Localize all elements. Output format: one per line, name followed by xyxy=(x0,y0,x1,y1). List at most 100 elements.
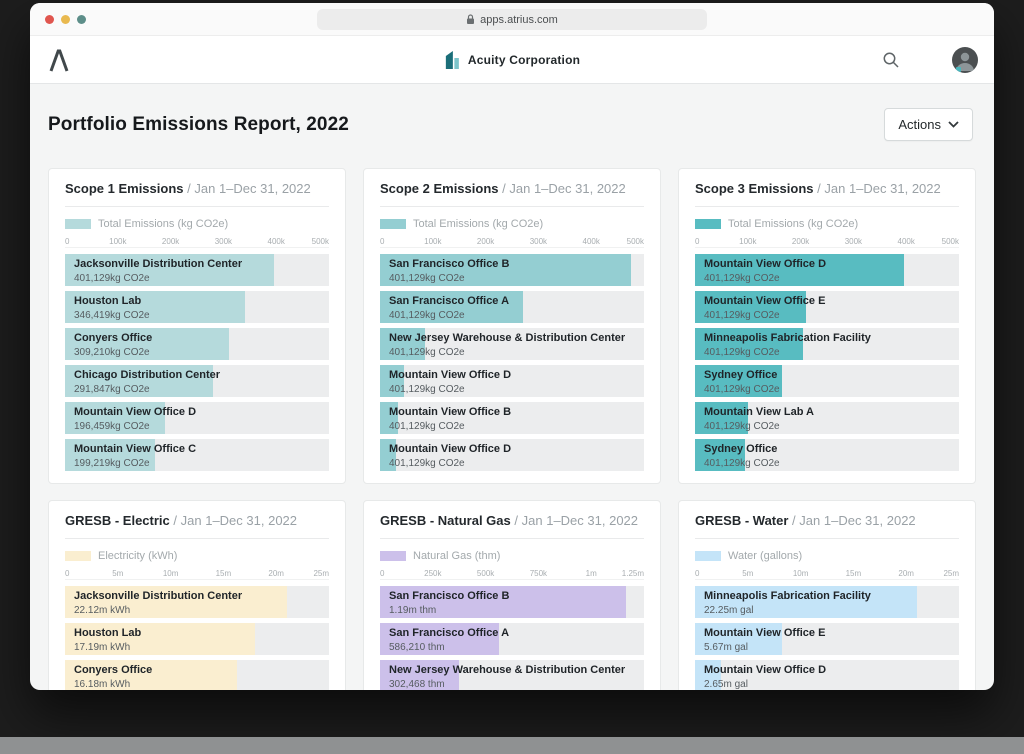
bar-text: San Francisco Office B 1.19m thm xyxy=(389,591,640,616)
acuity-logo-icon xyxy=(444,50,460,70)
bar-row[interactable]: Mountain View Office D 401,129kg CO2e xyxy=(380,439,644,471)
card-title-separator: / xyxy=(173,513,178,528)
search-icon[interactable] xyxy=(882,51,900,69)
bar-value: 17.19m kWh xyxy=(74,642,131,653)
bar-text: Minneapolis Fabrication Facility 22.25m … xyxy=(704,591,955,616)
zoom-window-button[interactable] xyxy=(77,14,86,24)
bar-row[interactable]: Mountain View Office D 2.65m gal xyxy=(695,660,959,690)
actions-button[interactable]: Actions xyxy=(884,108,973,141)
bar-row[interactable]: Mountain View Office B 401,129kg CO2e xyxy=(380,402,644,434)
axis-tick: 300k xyxy=(214,237,233,246)
bar-value: 401,129kg CO2e xyxy=(389,421,465,432)
axis-tick: 300k xyxy=(844,237,863,246)
bar-facility-name: San Francisco Office A xyxy=(389,628,510,639)
bar-facility-name: Minneapolis Fabrication Facility xyxy=(704,591,871,602)
bar-facility-name: Conyers Office xyxy=(74,333,153,344)
bar-value: 401,129kg CO2e xyxy=(389,273,465,284)
card-header: Scope 2 Emissions / Jan 1–Dec 31, 2022 xyxy=(380,181,644,196)
card-title-separator: / xyxy=(187,181,191,196)
card-date-range: Jan 1–Dec 31, 2022 xyxy=(521,513,639,528)
bar-facility-name: San Francisco Office A xyxy=(389,296,510,307)
x-axis: 0 100k 200k 300k 400k 500k xyxy=(380,237,644,248)
card-date-range: Jan 1–Dec 31, 2022 xyxy=(180,513,298,528)
bar-row[interactable]: San Francisco Office A 401,129kg CO2e xyxy=(380,291,644,323)
bar-row[interactable]: Conyers Office 16.18m kWh xyxy=(65,660,329,690)
bar-value: 401,129kg CO2e xyxy=(704,310,780,321)
bar-value: 401,129kg CO2e xyxy=(389,384,465,395)
bar-fill xyxy=(695,623,783,655)
bar-row[interactable]: Mountain View Office E 401,129kg CO2e xyxy=(695,291,959,323)
cards-grid: Scope 1 Emissions / Jan 1–Dec 31, 2022 T… xyxy=(48,168,976,690)
bar-fill xyxy=(695,402,748,434)
minimize-window-button[interactable] xyxy=(61,14,70,24)
legend-label: Total Emissions (kg CO2e) xyxy=(413,218,544,230)
bar-fill xyxy=(65,439,155,471)
bar-value: 586,210 thm xyxy=(389,642,445,653)
card-header: GRESB - Water / Jan 1–Dec 31, 2022 xyxy=(695,513,959,528)
bar-text: Mountain View Office B 401,129kg CO2e xyxy=(389,407,640,432)
bar-row[interactable]: Minneapolis Fabrication Facility 22.25m … xyxy=(695,586,959,618)
bar-value: 309,210kg CO2e xyxy=(74,347,150,358)
bar-facility-name: Mountain View Lab A xyxy=(704,407,815,418)
axis-tick: 250k xyxy=(424,569,442,578)
bar-row[interactable]: Mountain View Office D 196,459kg CO2e xyxy=(65,402,329,434)
bar-row[interactable]: Jacksonville Distribution Center 401,129… xyxy=(65,254,329,286)
axis-tick: 400k xyxy=(582,237,600,246)
card-header: Scope 1 Emissions / Jan 1–Dec 31, 2022 xyxy=(65,181,329,196)
bar-row[interactable]: San Francisco Office A 586,210 thm xyxy=(380,623,644,655)
bar-row[interactable]: New Jersey Warehouse & Distribution Cent… xyxy=(380,328,644,360)
chart-card: GRESB - Natural Gas / Jan 1–Dec 31, 2022… xyxy=(363,500,661,690)
chart-card: GRESB - Electric / Jan 1–Dec 31, 2022 El… xyxy=(48,500,346,690)
bar-value: 199,219kg CO2e xyxy=(74,458,150,469)
bar-value: 401,129kg CO2e xyxy=(389,310,465,321)
chart-card: Scope 2 Emissions / Jan 1–Dec 31, 2022 T… xyxy=(363,168,661,484)
address-bar[interactable]: apps.atrius.com xyxy=(317,9,707,30)
desktop-strip xyxy=(0,737,1024,754)
axis-tick: 25m xyxy=(943,569,959,578)
bar-facility-name: Minneapolis Fabrication Facility xyxy=(704,333,871,344)
bar-facility-name: Conyers Office xyxy=(74,665,153,676)
axis-tick: 20m xyxy=(268,569,284,578)
axis-tick: 1m xyxy=(585,569,597,578)
app-grid-icon[interactable] xyxy=(918,52,934,68)
chart-legend: Total Emissions (kg CO2e) xyxy=(380,218,644,230)
bar-chart: Minneapolis Fabrication Facility 22.25m … xyxy=(695,586,959,690)
bar-row[interactable]: San Francisco Office B 1.19m thm xyxy=(380,586,644,618)
card-title-separator: / xyxy=(514,513,519,528)
legend-label: Total Emissions (kg CO2e) xyxy=(98,218,229,230)
legend-swatch xyxy=(380,551,406,561)
close-window-button[interactable] xyxy=(45,14,54,24)
bar-row[interactable]: Sydney Office 401,129kg CO2e xyxy=(695,365,959,397)
bar-text: Conyers Office 16.18m kWh xyxy=(74,665,325,690)
page-title: Portfolio Emissions Report, 2022 xyxy=(48,114,349,135)
user-avatar[interactable] xyxy=(952,46,978,73)
axis-tick: 500k xyxy=(626,237,644,246)
bar-row[interactable]: New Jersey Warehouse & Distribution Cent… xyxy=(380,660,644,690)
bar-facility-name: Mountain View Office C xyxy=(74,444,197,455)
axis-tick: 200k xyxy=(476,237,495,246)
atrius-logo-icon[interactable] xyxy=(47,47,71,73)
bar-row[interactable]: Mountain View Office E 5.67m gal xyxy=(695,623,959,655)
bar-row[interactable]: Houston Lab 17.19m kWh xyxy=(65,623,329,655)
bar-row[interactable]: Conyers Office 309,210kg CO2e xyxy=(65,328,329,360)
bar-text: San Francisco Office B 401,129kg CO2e xyxy=(389,259,640,284)
bar-row[interactable]: Mountain View Lab A 401,129kg CO2e xyxy=(695,402,959,434)
bar-row[interactable]: Mountain View Office C 199,219kg CO2e xyxy=(65,439,329,471)
bar-row[interactable]: San Francisco Office B 401,129kg CO2e xyxy=(380,254,644,286)
bar-row[interactable]: Mountain View Office D 401,129kg CO2e xyxy=(695,254,959,286)
bar-row[interactable]: Mountain View Office D 401,129kg CO2e xyxy=(380,365,644,397)
axis-tick: 0 xyxy=(65,237,70,246)
bar-value: 302,468 thm xyxy=(389,679,445,690)
axis-tick: 0 xyxy=(380,237,385,246)
x-axis: 0 5m 10m 15m 20m 25m xyxy=(695,569,959,580)
app-header: Acuity Corporation xyxy=(30,36,994,84)
bar-facility-name: Houston Lab xyxy=(74,628,142,639)
bar-row[interactable]: Chicago Distribution Center 291,847kg CO… xyxy=(65,365,329,397)
bar-row[interactable]: Houston Lab 346,419kg CO2e xyxy=(65,291,329,323)
bar-facility-name: Mountain View Office E xyxy=(704,296,826,307)
bar-row[interactable]: Sydney Office 401,129kg CO2e xyxy=(695,439,959,471)
bar-text: New Jersey Warehouse & Distribution Cent… xyxy=(389,665,640,690)
bar-row[interactable]: Minneapolis Fabrication Facility 401,129… xyxy=(695,328,959,360)
bar-row[interactable]: Jacksonville Distribution Center 22.12m … xyxy=(65,586,329,618)
legend-swatch xyxy=(65,551,91,561)
